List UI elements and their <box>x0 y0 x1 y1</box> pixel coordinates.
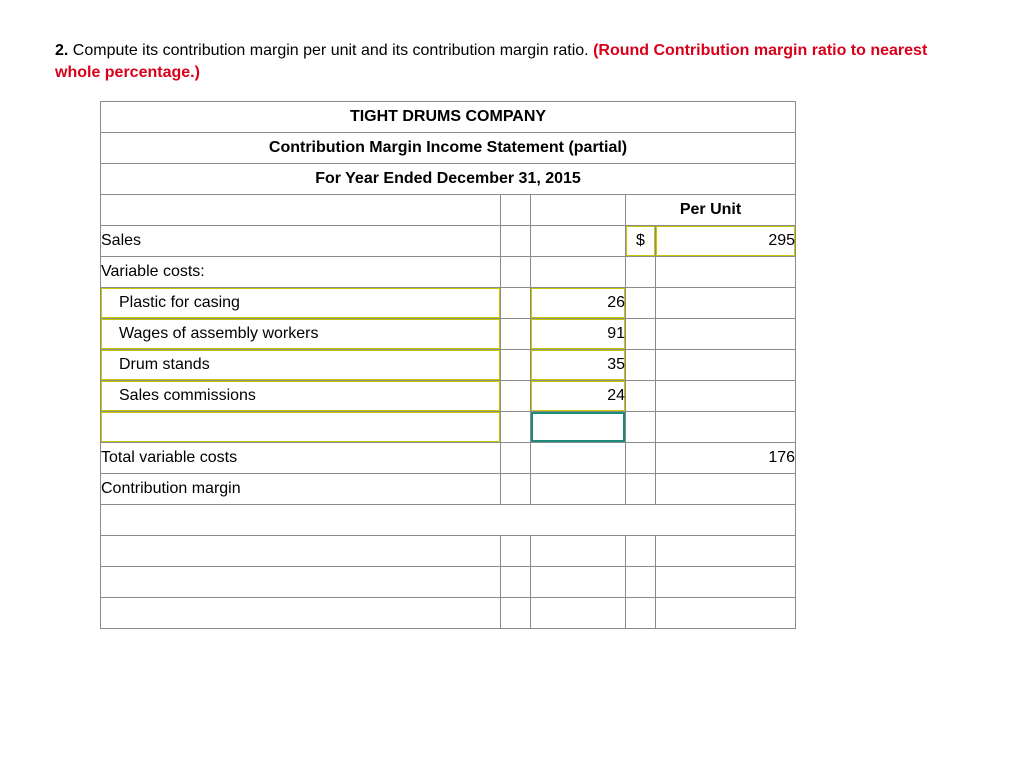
blank-cell <box>501 536 531 567</box>
blank-cell <box>501 567 531 598</box>
total-vc-value: 176 <box>656 443 796 474</box>
sales-value[interactable]: 295 <box>656 226 796 257</box>
cm-currency[interactable] <box>626 474 656 505</box>
blank-cell <box>501 474 531 505</box>
blank-cell <box>626 319 656 350</box>
blank-cell <box>531 195 626 226</box>
blank-cell <box>626 412 656 443</box>
blank-cell <box>501 288 531 319</box>
blank-cell <box>101 598 501 629</box>
cm-value[interactable] <box>656 474 796 505</box>
cm-label: Contribution margin <box>101 474 501 505</box>
variable-costs-label: Variable costs: <box>101 257 501 288</box>
empty-variable-cost-value[interactable] <box>531 412 626 443</box>
ratio-value-2[interactable] <box>656 598 796 629</box>
blank-cell <box>531 598 626 629</box>
plastic-value[interactable]: 26 <box>531 288 626 319</box>
blank-cell <box>531 257 626 288</box>
blank-cell <box>501 598 531 629</box>
wages-value[interactable]: 91 <box>531 319 626 350</box>
blank-cell <box>626 257 656 288</box>
blank-cell <box>501 350 531 381</box>
blank-cell <box>531 474 626 505</box>
statement-table-container: TIGHT DRUMS COMPANY Contribution Margin … <box>100 101 957 629</box>
blank-cell <box>656 319 796 350</box>
question-text: Compute its contribution margin per unit… <box>73 42 593 59</box>
blank-cell <box>656 412 796 443</box>
commissions-value[interactable]: 24 <box>531 381 626 412</box>
plastic-label[interactable]: Plastic for casing <box>101 288 501 319</box>
blank-cell <box>501 226 531 257</box>
blank-cell <box>501 381 531 412</box>
question-number: 2. <box>55 42 68 59</box>
blank-cell <box>501 319 531 350</box>
blank-cell <box>531 443 626 474</box>
drum-label[interactable]: Drum stands <box>101 350 501 381</box>
blank-cell <box>501 257 531 288</box>
ratio-currency-2[interactable] <box>626 598 656 629</box>
blank-cell <box>656 288 796 319</box>
sales-currency[interactable]: $ <box>626 226 656 257</box>
blank-cell <box>101 567 501 598</box>
total-vc-label: Total variable costs <box>101 443 501 474</box>
blank-cell <box>656 257 796 288</box>
statement-title: Contribution Margin Income Statement (pa… <box>101 133 796 164</box>
ratio-currency[interactable] <box>626 567 656 598</box>
ratio-value-1[interactable] <box>656 567 796 598</box>
separator-bar <box>101 505 796 536</box>
commissions-label[interactable]: Sales commissions <box>101 381 501 412</box>
drum-value[interactable]: 35 <box>531 350 626 381</box>
blank-cell <box>101 195 501 226</box>
blank-cell <box>501 412 531 443</box>
blank-cell <box>626 381 656 412</box>
blank-cell <box>501 443 531 474</box>
question-prompt: 2. Compute its contribution margin per u… <box>55 40 957 83</box>
blank-cell <box>531 536 626 567</box>
blank-cell <box>626 536 656 567</box>
empty-variable-cost-label[interactable] <box>101 412 501 443</box>
blank-cell <box>501 195 531 226</box>
blank-cell <box>531 226 626 257</box>
company-header: TIGHT DRUMS COMPANY <box>101 102 796 133</box>
blank-cell <box>531 567 626 598</box>
blank-cell <box>656 536 796 567</box>
income-statement-table: TIGHT DRUMS COMPANY Contribution Margin … <box>100 101 796 629</box>
blank-cell <box>656 350 796 381</box>
blank-cell <box>626 443 656 474</box>
wages-label[interactable]: Wages of assembly workers <box>101 319 501 350</box>
blank-cell <box>626 288 656 319</box>
blank-cell <box>656 381 796 412</box>
per-unit-header: Per Unit <box>626 195 796 226</box>
statement-period: For Year Ended December 31, 2015 <box>101 164 796 195</box>
blank-cell <box>101 536 501 567</box>
sales-label: Sales <box>101 226 501 257</box>
blank-cell <box>626 350 656 381</box>
